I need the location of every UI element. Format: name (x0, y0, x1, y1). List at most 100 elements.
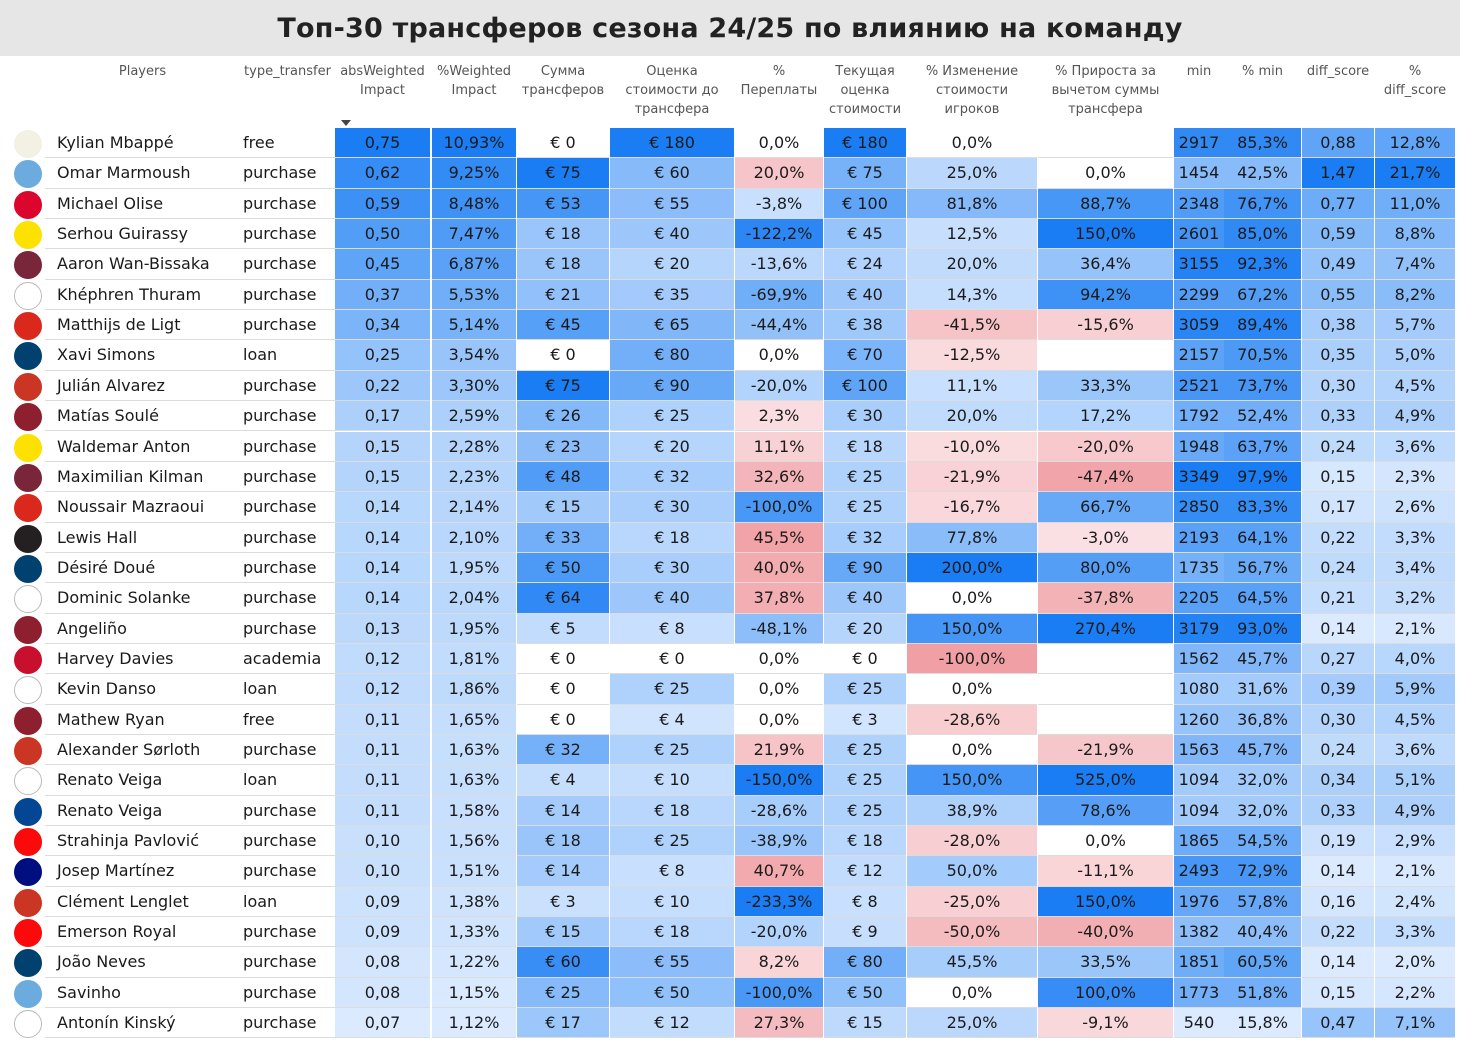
table-row[interactable]: Lewis Hall purchase 0,14 2,10% € 33 € 18 45,5%… (0, 522, 1460, 553)
cell-net: 66,7% (1038, 492, 1173, 523)
table-row[interactable]: Julián Alvarez purchase 0,22 3,30% € 75 € 90-… (0, 370, 1460, 402)
cell-sum: € 53 (517, 188, 609, 220)
cell-diff: 0,24 (1302, 552, 1374, 584)
club-logo-icon (14, 160, 42, 189)
column-header[interactable]: diff_score (1306, 64, 1370, 79)
table-row[interactable]: Michael Olise purchase 0,59 8,48% € 53 € 55 -3… (0, 188, 1460, 220)
table-row[interactable]: Alexander Sørloth purchase 0,11 1,63% € 32 € … (0, 735, 1460, 766)
column-header[interactable]: Сумма трансферов (521, 64, 605, 98)
cell-player: Omar Marmoush (45, 158, 240, 189)
column-header[interactable]: absWeighted Impact (340, 64, 425, 98)
table-row[interactable]: Antonín Kinský purchase 0,07 1,12% € 17 € 12 2… (0, 1008, 1460, 1039)
cell-pct: 1,12% (432, 1008, 516, 1039)
club-logo-icon (14, 342, 42, 371)
cell-chg: 25,0% (907, 1008, 1037, 1039)
cell-abs: 0,15 (335, 461, 430, 493)
cell-type: purchase (240, 917, 335, 948)
column-header[interactable]: min (1186, 64, 1212, 79)
cell-min: 1735 (1174, 552, 1224, 584)
cell-pmin: 32,0% (1224, 765, 1301, 796)
table-row[interactable]: João Neves purchase 0,08 1,22% € 60 € 55 8,2% €… (0, 947, 1460, 978)
table-row[interactable]: Kylian Mbappé free 0,75 10,93% € 0 € 180 0,0% €… (0, 128, 1460, 159)
club-logo-icon (14, 858, 42, 887)
table-row[interactable]: Matthijs de Ligt purchase 0,34 5,14% € 45 € 6… (0, 310, 1460, 341)
table-row[interactable]: Angeliño purchase 0,13 1,95% € 5 € 8 -48,1% € 2… (0, 613, 1460, 644)
table-row[interactable]: Clément Lenglet loan 0,09 1,38% € 3 € 10 -233,… (0, 886, 1460, 918)
column-header[interactable]: % diff_score (1383, 64, 1447, 98)
cell-player: Harvey Davies (45, 644, 240, 675)
cell-chg: 45,5% (907, 947, 1037, 978)
table-row[interactable]: Khéphren Thuram purchase 0,37 5,53% € 21 € 35… (0, 279, 1460, 311)
table-row[interactable]: Strahinja Pavlović purchase 0,10 1,56% € 18 €… (0, 826, 1460, 857)
column-header[interactable]: type_transfer (244, 64, 331, 79)
cell-pdiff: 4,5% (1375, 370, 1455, 402)
cell-over: -38,9% (735, 826, 823, 857)
cell-player: Matthijs de Ligt (45, 310, 240, 341)
cell-type: purchase (240, 432, 335, 462)
cell-pct: 2,23% (432, 461, 516, 493)
cell-pmin: 70,5% (1224, 340, 1301, 371)
cell-pmin: 36,8% (1224, 704, 1301, 735)
table-row[interactable]: Matías Soulé purchase 0,17 2,59% € 26 € 25 2,3… (0, 401, 1460, 432)
cell-diff: 0,21 (1302, 583, 1374, 614)
cell-type: free (240, 128, 335, 159)
cell-pmin: 31,6% (1224, 674, 1301, 705)
table-row[interactable]: Kevin Danso loan 0,12 1,86% € 0 € 25 0,0% € 25 0… (0, 674, 1460, 705)
cell-est: € 90 (610, 370, 734, 402)
table-row[interactable]: Désiré Doué purchase 0,14 1,95% € 50 € 30 40,0… (0, 552, 1460, 584)
table-row[interactable]: Omar Marmoush purchase 0,62 9,25% € 75 € 60 20… (0, 158, 1460, 189)
table-row[interactable]: Aaron Wan-Bissaka purchase 0,45 6,87% € 18 € … (0, 249, 1460, 280)
column-header[interactable]: Players (118, 64, 167, 79)
cell-cur: € 25 (824, 674, 906, 705)
table-row[interactable]: Josep Martínez purchase 0,10 1,51% € 14 € 8 40… (0, 856, 1460, 887)
table-row[interactable]: Savinho purchase 0,08 1,15% € 25 € 50 -100,0% €… (0, 977, 1460, 1009)
cell-abs: 0,14 (335, 552, 430, 584)
table-row[interactable]: Emerson Royal purchase 0,09 1,33% € 15 € 18 -2… (0, 917, 1460, 948)
cell-pct: 9,25% (432, 158, 516, 189)
cell-pmin: 76,7% (1224, 188, 1301, 220)
table-row[interactable]: Maximilian Kilman purchase 0,15 2,23% € 48 € … (0, 461, 1460, 493)
cell-type: purchase (240, 614, 335, 644)
column-header[interactable]: %Weighted Impact (437, 64, 511, 98)
table-row[interactable]: Waldemar Anton purchase 0,15 2,28% € 23 € 20 1… (0, 431, 1460, 462)
club-logo-icon (14, 524, 42, 553)
cell-type: loan (240, 340, 335, 371)
table-row[interactable]: Renato Veiga purchase 0,11 1,58% € 14 € 18 -28… (0, 795, 1460, 827)
cell-cur: € 9 (824, 917, 906, 948)
column-header[interactable]: % min (1242, 64, 1283, 79)
cell-min: 1454 (1174, 158, 1224, 189)
cell-player: João Neves (45, 947, 240, 978)
cell-pdiff: 3,2% (1375, 583, 1455, 614)
cell-pmin: 64,5% (1224, 583, 1301, 614)
column-header[interactable]: Текущая оценка стоимости (828, 64, 902, 117)
cell-cur: € 80 (824, 947, 906, 978)
table-row[interactable]: Xavi Simons loan 0,25 3,54% € 0 € 80 0,0% € 70-… (0, 340, 1460, 371)
column-header[interactable]: % Переплаты (740, 64, 818, 98)
club-logo-icon (14, 221, 42, 250)
cell-est: € 30 (610, 552, 734, 584)
cell-player: Clément Lenglet (45, 887, 240, 918)
table-row[interactable]: Mathew Ryan free 0,11 1,65% € 0 € 4 0,0% € 3 -28… (0, 704, 1460, 735)
sort-descending-icon[interactable] (341, 120, 351, 126)
cell-pdiff: 3,4% (1375, 552, 1455, 584)
column-header[interactable]: % Изменение стоимости игроков (925, 64, 1019, 117)
cell-min: 2205 (1174, 583, 1224, 614)
cell-over: 0,0% (735, 340, 823, 371)
table-row[interactable]: Noussair Mazraoui purchase 0,14 2,14% € 15 € … (0, 492, 1460, 523)
cell-player: Antonín Kinský (45, 1008, 240, 1039)
cell-over: -20,0% (735, 917, 823, 948)
cell-min: 1260 (1174, 704, 1224, 735)
table-row[interactable]: Serhou Guirassy purchase 0,50 7,47% € 18 € 40… (0, 219, 1460, 250)
table-row[interactable]: Renato Veiga loan 0,11 1,63% € 4 € 10 -150,0% €… (0, 765, 1460, 796)
cell-diff: 0,14 (1302, 856, 1374, 887)
column-header[interactable]: Оценка стоимости до трансфера (625, 64, 719, 117)
club-logo-icon (14, 190, 42, 219)
cell-over: 11,1% (735, 431, 823, 462)
cell-abs: 0,34 (335, 310, 430, 341)
table-row[interactable]: Dominic Solanke purchase 0,14 2,04% € 64 € 40… (0, 583, 1460, 614)
cell-over: 0,0% (735, 705, 823, 735)
club-logo-icon (14, 949, 42, 978)
column-header[interactable]: % Прироста за вычетом суммы трансфера (1051, 64, 1160, 117)
cell-pct: 1,22% (432, 947, 516, 978)
table-row[interactable]: Harvey Davies academia 0,12 1,81% € 0 € 0 0,0%… (0, 643, 1460, 675)
